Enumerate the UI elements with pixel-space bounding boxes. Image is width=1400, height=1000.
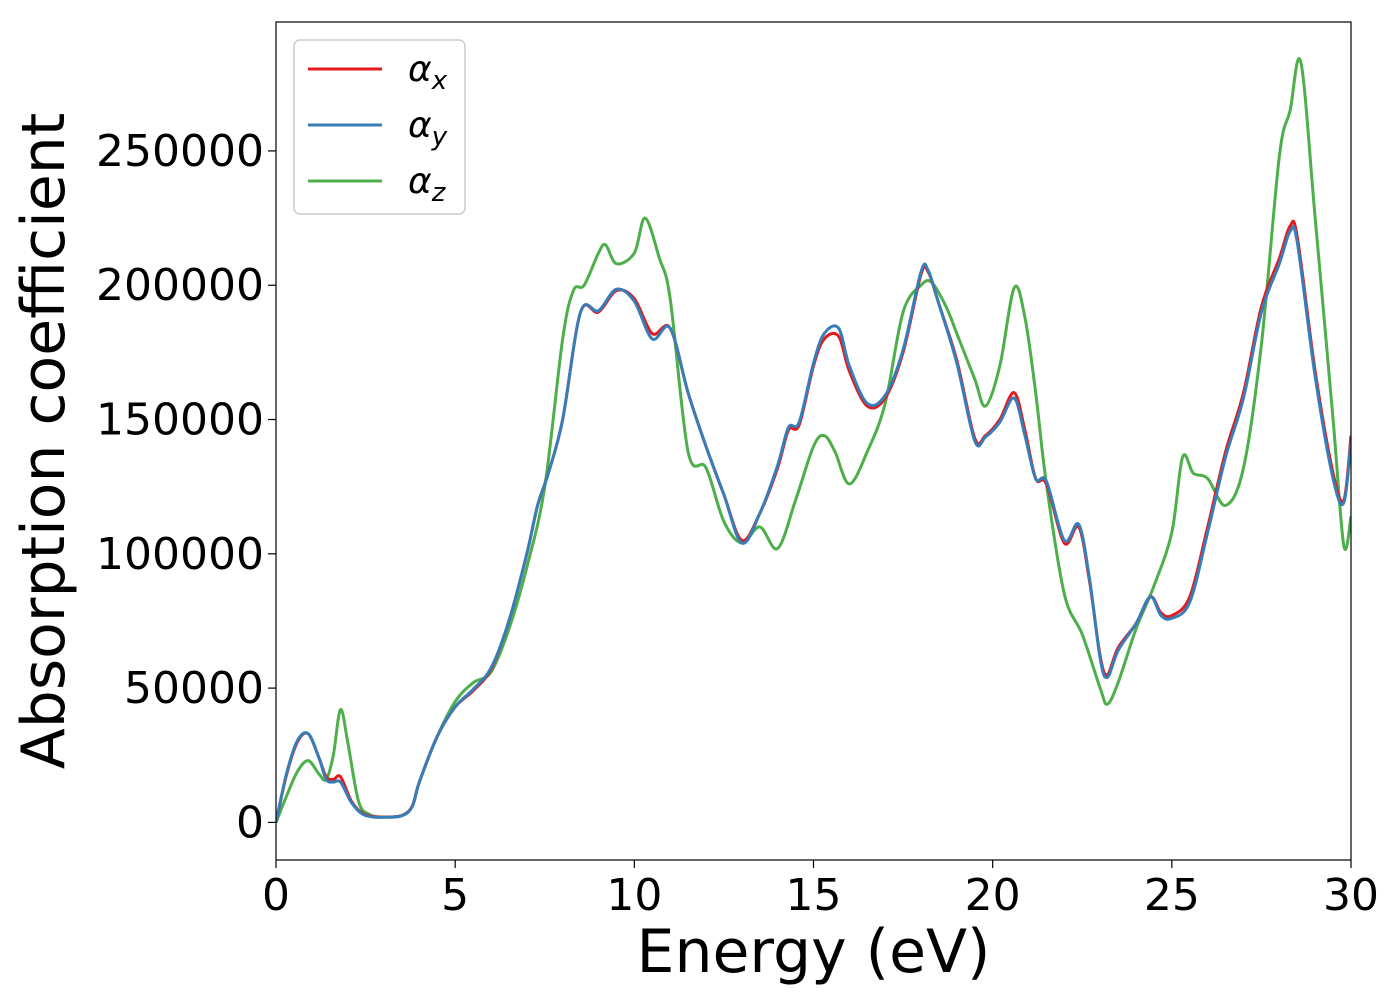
x-tick-label: 5 xyxy=(441,870,469,921)
x-tick-label: 25 xyxy=(1144,870,1200,921)
legend-symbol: α xyxy=(408,49,432,90)
x-tick-label: 10 xyxy=(606,870,662,921)
x-axis-label: Energy (eV) xyxy=(637,917,991,987)
legend-subscript: y xyxy=(431,122,448,152)
legend-symbol: α xyxy=(408,161,432,202)
y-axis-label: Absorption coefficient xyxy=(9,113,79,770)
series-layer xyxy=(276,57,1351,823)
x-tick-label: 15 xyxy=(786,870,842,921)
y-axis: 0 50000 100000 150000 200000 250000 xyxy=(96,126,276,848)
y-tick-label: 50000 xyxy=(124,663,264,714)
legend-label-alpha-z: αz xyxy=(408,161,447,208)
x-axis: 0 5 10 15 20 25 30 xyxy=(262,860,1379,921)
legend-subscript: x xyxy=(431,66,448,96)
x-tick-label: 30 xyxy=(1323,870,1379,921)
series-line-alpha-y xyxy=(276,224,1351,823)
legend-label-alpha-y: αy xyxy=(408,105,448,152)
y-tick-label: 150000 xyxy=(96,395,264,446)
legend-symbol: α xyxy=(408,105,432,146)
legend-subscript: z xyxy=(431,178,447,208)
y-tick-label: 250000 xyxy=(96,126,264,177)
legend-label-alpha-x: αx xyxy=(408,49,448,96)
y-tick-label: 200000 xyxy=(96,260,264,311)
legend-box xyxy=(293,39,466,215)
y-tick-label: 100000 xyxy=(96,529,264,580)
y-tick-label: 0 xyxy=(236,797,264,848)
x-tick-label: 20 xyxy=(965,870,1021,921)
x-tick-label: 0 xyxy=(262,870,290,921)
